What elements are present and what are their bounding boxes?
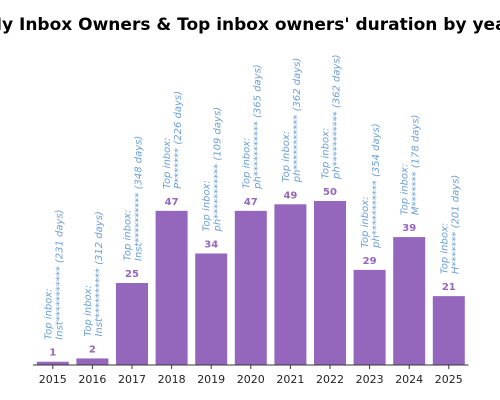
- annotation-2021: Top inbox: ph*********** (362 days): [281, 58, 303, 184]
- annotation-line: ph*********** (109 days): [213, 107, 224, 233]
- annotation-line: Top inbox:: [83, 285, 94, 336]
- bar-2017: [116, 283, 148, 365]
- annotation-2019: Top inbox: ph*********** (109 days): [202, 107, 224, 233]
- annotation-line: Top inbox:: [241, 137, 252, 188]
- bars-group: [36, 201, 465, 365]
- bar-2019: [195, 253, 228, 365]
- value-label-2025: 21: [442, 282, 456, 293]
- annotations-group: Top inbox: Inst*********** (231 days) Top …: [43, 54, 461, 339]
- x-tick-label: 2020: [237, 373, 265, 386]
- annotation-line: Top inbox:: [202, 180, 213, 231]
- annotation-line: Inst********** (348 days): [134, 136, 145, 261]
- annotation-line: ph*********** (354 days): [371, 123, 382, 249]
- annotation-line: Top inbox:: [360, 196, 371, 247]
- annotation-line: ph*********** (365 days): [252, 64, 263, 190]
- value-label-2020: 47: [244, 197, 258, 208]
- annotation-line: P******* (226 days): [173, 91, 184, 189]
- x-axis-ticks: 2015 2016 2017 2018 2019 2020 2021 2022 2023 2024…: [39, 365, 463, 386]
- x-tick-label: 2021: [276, 373, 304, 386]
- x-tick-label: 2019: [197, 373, 225, 386]
- annotation-line: Top inbox:: [321, 128, 332, 179]
- annotation-line: Inst********** (312 days): [94, 211, 105, 336]
- value-label-2023: 29: [363, 256, 377, 267]
- bar-2025: [432, 296, 465, 365]
- value-label-2018: 47: [165, 197, 179, 208]
- value-label-2021: 49: [283, 190, 297, 201]
- annotation-line: M******* (178 days): [411, 115, 422, 215]
- annotation-2024: Top inbox: M******* (178 days): [400, 115, 422, 215]
- bar-2021: [274, 204, 307, 365]
- bar-2015: [36, 361, 69, 365]
- annotation-line: Top inbox:: [162, 137, 173, 188]
- x-tick-label: 2016: [78, 373, 106, 386]
- x-tick-label: 2024: [395, 373, 423, 386]
- annotation-line: ph*********** (362 days): [292, 58, 303, 184]
- value-label-2015: 1: [49, 348, 56, 359]
- bar-2020: [234, 210, 267, 365]
- x-tick-label: 2023: [356, 373, 384, 386]
- value-label-2016: 2: [89, 344, 96, 355]
- annotation-line: Top inbox:: [123, 210, 134, 261]
- annotation-line: Top inbox:: [439, 223, 450, 274]
- annotation-2020: Top inbox: ph*********** (365 days): [241, 64, 263, 190]
- bar-2024: [393, 237, 426, 365]
- bar-2023: [353, 269, 386, 365]
- value-label-2019: 34: [204, 239, 218, 250]
- annotation-line: Top inbox:: [43, 288, 54, 339]
- x-tick-label: 2015: [39, 373, 67, 386]
- annotation-line: Top inbox:: [281, 131, 292, 182]
- annotation-2015: Top inbox: Inst*********** (231 days): [43, 209, 65, 339]
- annotation-line: H******* (201 days): [450, 175, 461, 274]
- annotation-2022: Top inbox: ph*********** (362 days): [321, 54, 343, 180]
- bar-2016: [76, 358, 109, 365]
- annotation-2018: Top inbox: P******* (226 days): [162, 91, 184, 189]
- value-label-2024: 39: [402, 223, 416, 234]
- value-labels-group: 1 2 25 47 34 47 49 50 29 39 21: [49, 187, 455, 359]
- annotation-line: Inst*********** (231 days): [54, 209, 65, 339]
- annotation-2017: Top inbox: Inst********** (348 days): [123, 136, 145, 261]
- x-tick-label: 2018: [158, 373, 186, 386]
- annotation-2023: Top inbox: ph*********** (354 days): [360, 123, 382, 249]
- annotation-2016: Top inbox: Inst********** (312 days): [83, 211, 105, 336]
- annotation-line: ph*********** (362 days): [332, 54, 343, 180]
- annotation-line: Top inbox:: [400, 164, 411, 215]
- x-tick-label: 2022: [316, 373, 344, 386]
- bar-2018: [155, 210, 188, 365]
- chart-title: My Inbox Owners & Top inbox owners' dura…: [0, 15, 500, 35]
- x-tick-label: 2025: [435, 373, 463, 386]
- bar-2022: [314, 201, 346, 365]
- x-tick-label: 2017: [118, 373, 146, 386]
- annotation-2025: Top inbox: H******* (201 days): [439, 175, 461, 274]
- value-label-2022: 50: [323, 187, 337, 198]
- value-label-2017: 25: [125, 269, 139, 280]
